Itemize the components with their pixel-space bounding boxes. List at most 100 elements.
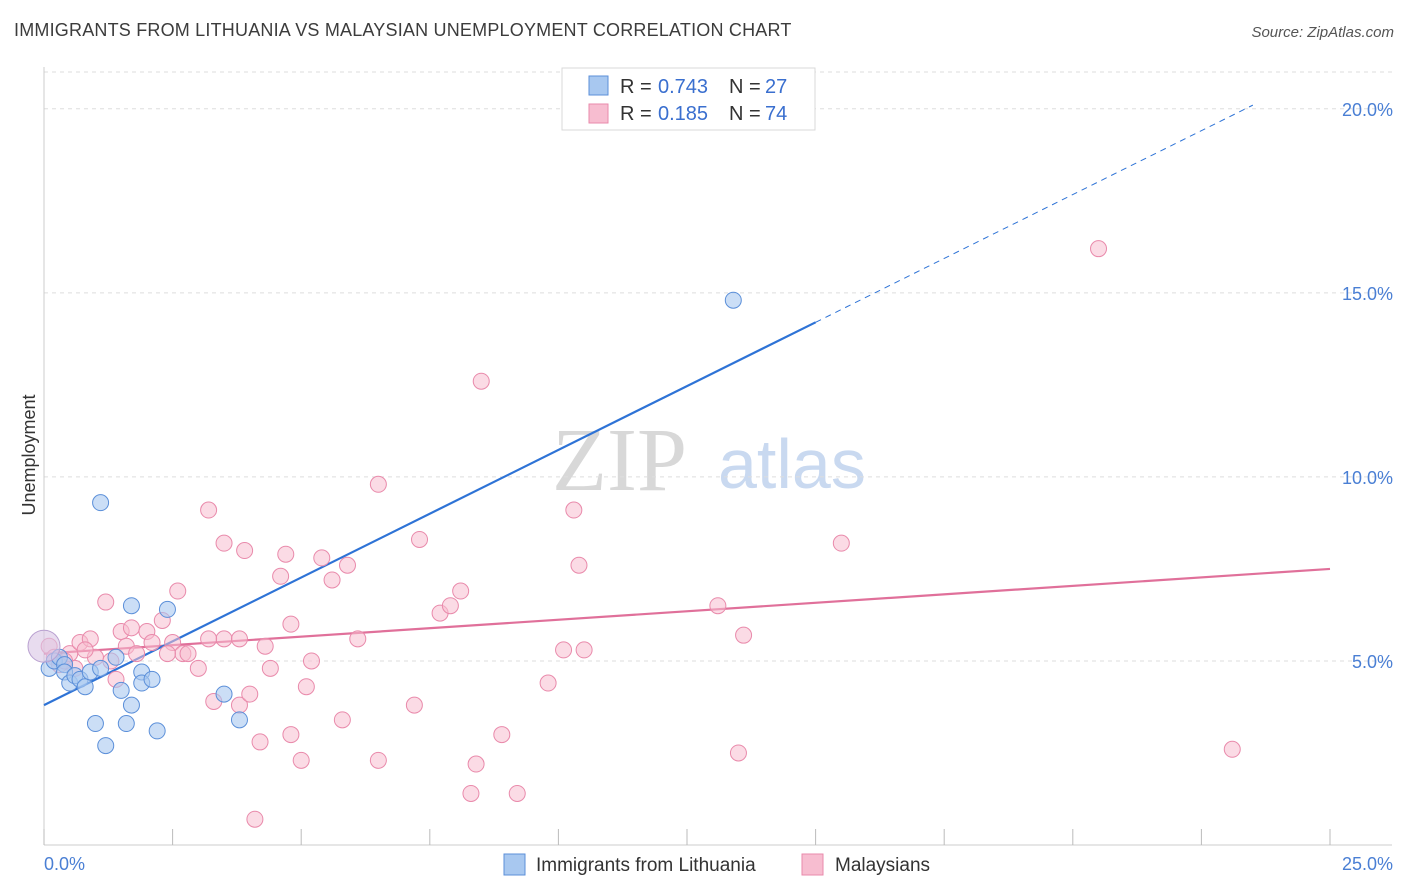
point-malaysians <box>256 637 274 655</box>
point-malaysians <box>76 641 94 659</box>
legend-n-label-1: N = <box>729 76 761 98</box>
point-malaysians <box>122 619 140 637</box>
point-malaysians <box>215 630 233 648</box>
point-malaysians <box>369 751 387 769</box>
legend-swatch-lithuania <box>588 75 609 96</box>
point-malaysians <box>189 659 207 677</box>
point-malaysians <box>735 626 753 644</box>
point-malaysians <box>236 542 254 560</box>
point-malaysians <box>313 549 331 567</box>
point-malaysians <box>369 475 387 493</box>
point-lithuania <box>215 685 233 703</box>
legend-r-value-1: 0.743 <box>658 76 708 98</box>
bottom-legend-swatch-malaysians <box>801 853 824 876</box>
point-malaysians <box>1090 240 1108 258</box>
bottom-legend-label-lithuania: Immigrants from Lithuania <box>536 855 756 876</box>
point-malaysians <box>441 597 459 615</box>
point-malaysians <box>272 567 290 585</box>
point-malaysians <box>158 645 176 663</box>
trendline-lithuania <box>43 321 817 707</box>
point-lithuania <box>112 681 130 699</box>
point-malaysians <box>251 733 269 751</box>
trendline-lithuania-extension <box>815 104 1254 323</box>
point-malaysians <box>200 630 218 648</box>
point-malaysians <box>575 641 593 659</box>
point-malaysians <box>411 530 429 548</box>
chart-source: Source: ZipAtlas.com <box>1251 24 1394 41</box>
legend-n-value-2: 74 <box>765 103 787 125</box>
legend-swatch-malaysians <box>588 103 609 124</box>
point-lithuania <box>230 711 248 729</box>
y-axis-label: Unemployment <box>19 394 39 515</box>
point-lithuania <box>143 670 161 688</box>
malaysians-points <box>40 240 1241 828</box>
point-lithuania <box>76 678 94 696</box>
legend-n-label-2: N = <box>729 103 761 125</box>
point-malaysians <box>143 634 161 652</box>
point-lithuania <box>122 696 140 714</box>
point-malaysians <box>230 630 248 648</box>
point-malaysians <box>349 630 367 648</box>
point-malaysians <box>565 501 583 519</box>
point-malaysians <box>472 372 490 390</box>
point-malaysians <box>128 645 146 663</box>
point-malaysians <box>338 556 356 574</box>
bottom-legend-swatch-lithuania <box>503 853 526 876</box>
y-tick-labels: 5.0% 10.0% 15.0% 20.0% <box>1342 100 1393 672</box>
point-lithuania <box>122 597 140 615</box>
gridlines <box>44 71 1392 662</box>
point-malaysians <box>508 784 526 802</box>
point-malaysians <box>333 711 351 729</box>
point-malaysians <box>261 659 279 677</box>
point-malaysians <box>97 593 115 611</box>
point-malaysians <box>570 556 588 574</box>
trend-lines <box>43 104 1331 707</box>
point-malaysians <box>215 534 233 552</box>
point-lithuania <box>97 737 115 755</box>
point-lithuania <box>92 494 110 512</box>
point-malaysians <box>200 501 218 519</box>
x-tick-labels: 0.0% 25.0% <box>44 854 1393 874</box>
point-lithuania <box>117 715 135 733</box>
bottom-legend: Immigrants from Lithuania Malaysians <box>503 853 930 876</box>
point-malaysians <box>179 645 197 663</box>
point-malaysians <box>462 784 480 802</box>
axes <box>43 67 1392 846</box>
point-lithuania <box>148 722 166 740</box>
lithuania-points <box>27 291 742 755</box>
point-malaysians <box>169 582 187 600</box>
point-malaysians <box>405 696 423 714</box>
top-legend: R = 0.743 N = 27 R = 0.185 N = 74 <box>561 67 816 131</box>
watermark-atlas: atlas <box>718 425 866 503</box>
point-cluster-overlap <box>27 629 61 663</box>
trendline-malaysians <box>43 567 1331 655</box>
point-malaysians <box>1223 740 1241 758</box>
point-malaysians <box>493 726 511 744</box>
point-lithuania <box>92 659 110 677</box>
point-malaysians <box>467 755 485 773</box>
point-malaysians <box>241 685 259 703</box>
point-lithuania <box>107 648 125 666</box>
bottom-legend-label-malaysians: Malaysians <box>835 855 930 876</box>
point-malaysians <box>282 726 300 744</box>
point-lithuania <box>86 715 104 733</box>
point-malaysians <box>277 545 295 563</box>
y-tick-label: 10.0% <box>1342 468 1393 488</box>
legend-r-label-1: R = <box>620 76 652 98</box>
chart-title: IMMIGRANTS FROM LITHUANIA VS MALAYSIAN U… <box>14 20 792 40</box>
point-malaysians <box>555 641 573 659</box>
legend-r-label-2: R = <box>620 103 652 125</box>
point-malaysians <box>832 534 850 552</box>
point-malaysians <box>323 571 341 589</box>
point-malaysians <box>539 674 557 692</box>
y-tick-label: 15.0% <box>1342 284 1393 304</box>
point-malaysians <box>282 615 300 633</box>
x-tick-label: 0.0% <box>44 854 85 874</box>
point-malaysians <box>709 597 727 615</box>
point-malaysians <box>292 751 310 769</box>
legend-n-value-1: 27 <box>765 76 787 98</box>
x-tick-label: 25.0% <box>1342 854 1393 874</box>
point-lithuania <box>724 291 742 309</box>
point-lithuania <box>158 600 176 618</box>
